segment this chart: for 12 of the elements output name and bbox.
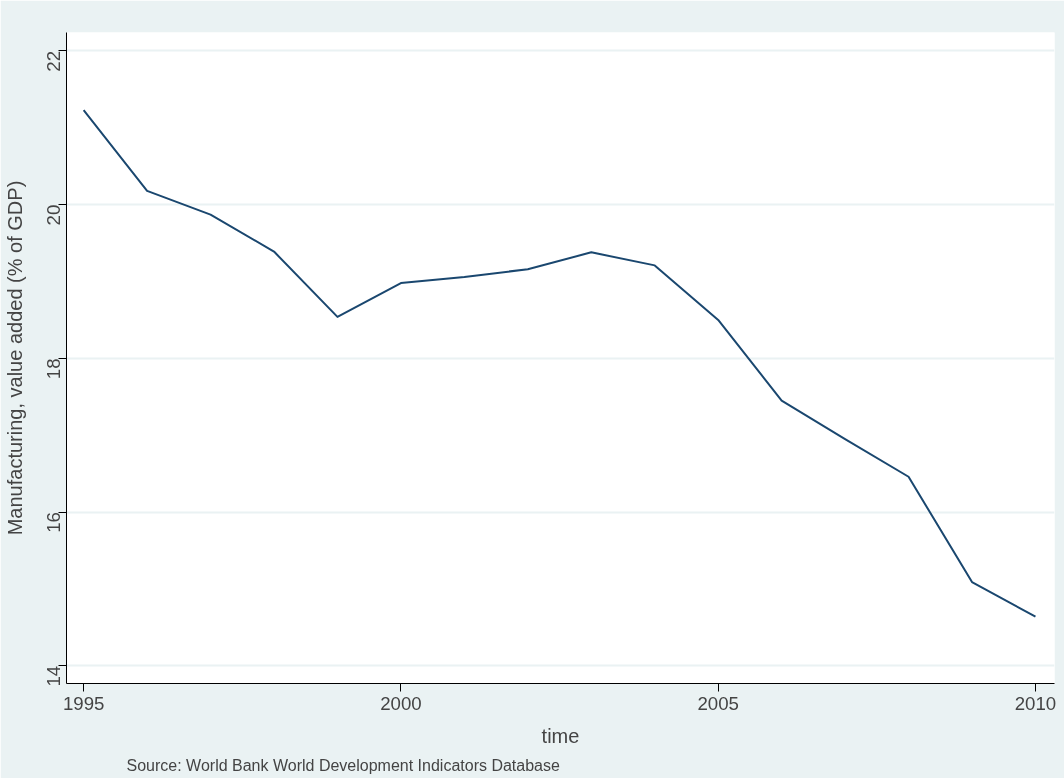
y-tick-label: 14 <box>43 665 64 687</box>
y-tick-label: 22 <box>43 50 64 72</box>
y-tick-label: 18 <box>43 358 64 380</box>
x-tick-label: 2005 <box>697 692 739 714</box>
x-axis-title: time <box>541 724 580 747</box>
x-tick-label: 2000 <box>380 692 422 714</box>
x-tick-label: 2010 <box>1014 692 1057 714</box>
y-axis-title: Manufacturing, value added (% of GDP) <box>3 180 26 536</box>
y-tick-label: 20 <box>43 204 64 226</box>
y-tick-label: 16 <box>43 512 64 533</box>
x-tick-label: 1995 <box>62 692 105 714</box>
source-note: Source: World Bank World Development Indicators Database <box>126 756 560 774</box>
